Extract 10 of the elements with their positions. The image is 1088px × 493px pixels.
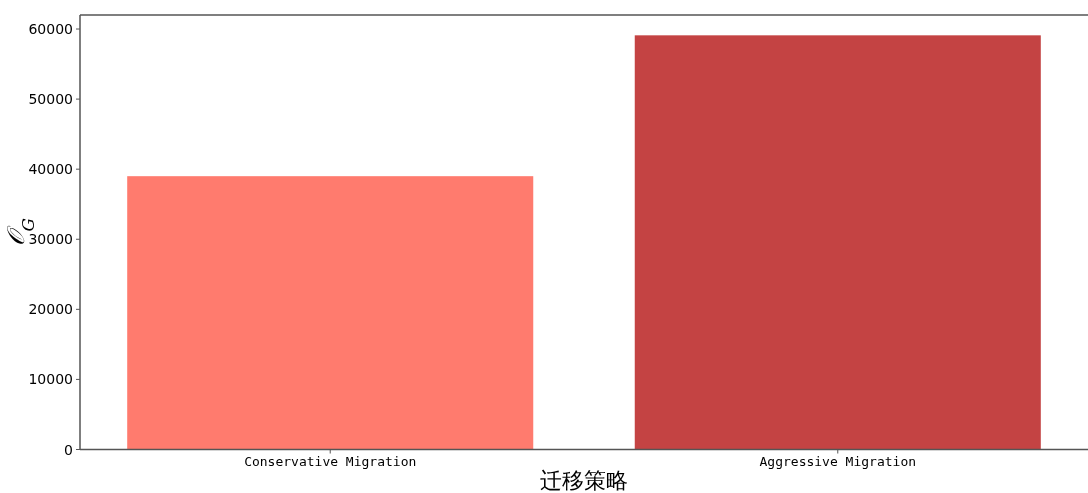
x-axis-title: 迁移策略 bbox=[540, 468, 628, 493]
y-tick-label: 30000 bbox=[28, 231, 73, 248]
x-tick-label: Conservative Migration bbox=[244, 453, 417, 469]
y-tick-label: 20000 bbox=[28, 301, 73, 318]
y-tick-label: 60000 bbox=[28, 21, 73, 38]
y-tick-label: 10000 bbox=[28, 371, 73, 388]
x-tick-label: Aggressive Migration bbox=[759, 453, 917, 469]
y-tick-label: 50000 bbox=[28, 91, 73, 108]
y-tick-label: 0 bbox=[64, 441, 73, 458]
y-tick-label: 40000 bbox=[28, 161, 73, 178]
